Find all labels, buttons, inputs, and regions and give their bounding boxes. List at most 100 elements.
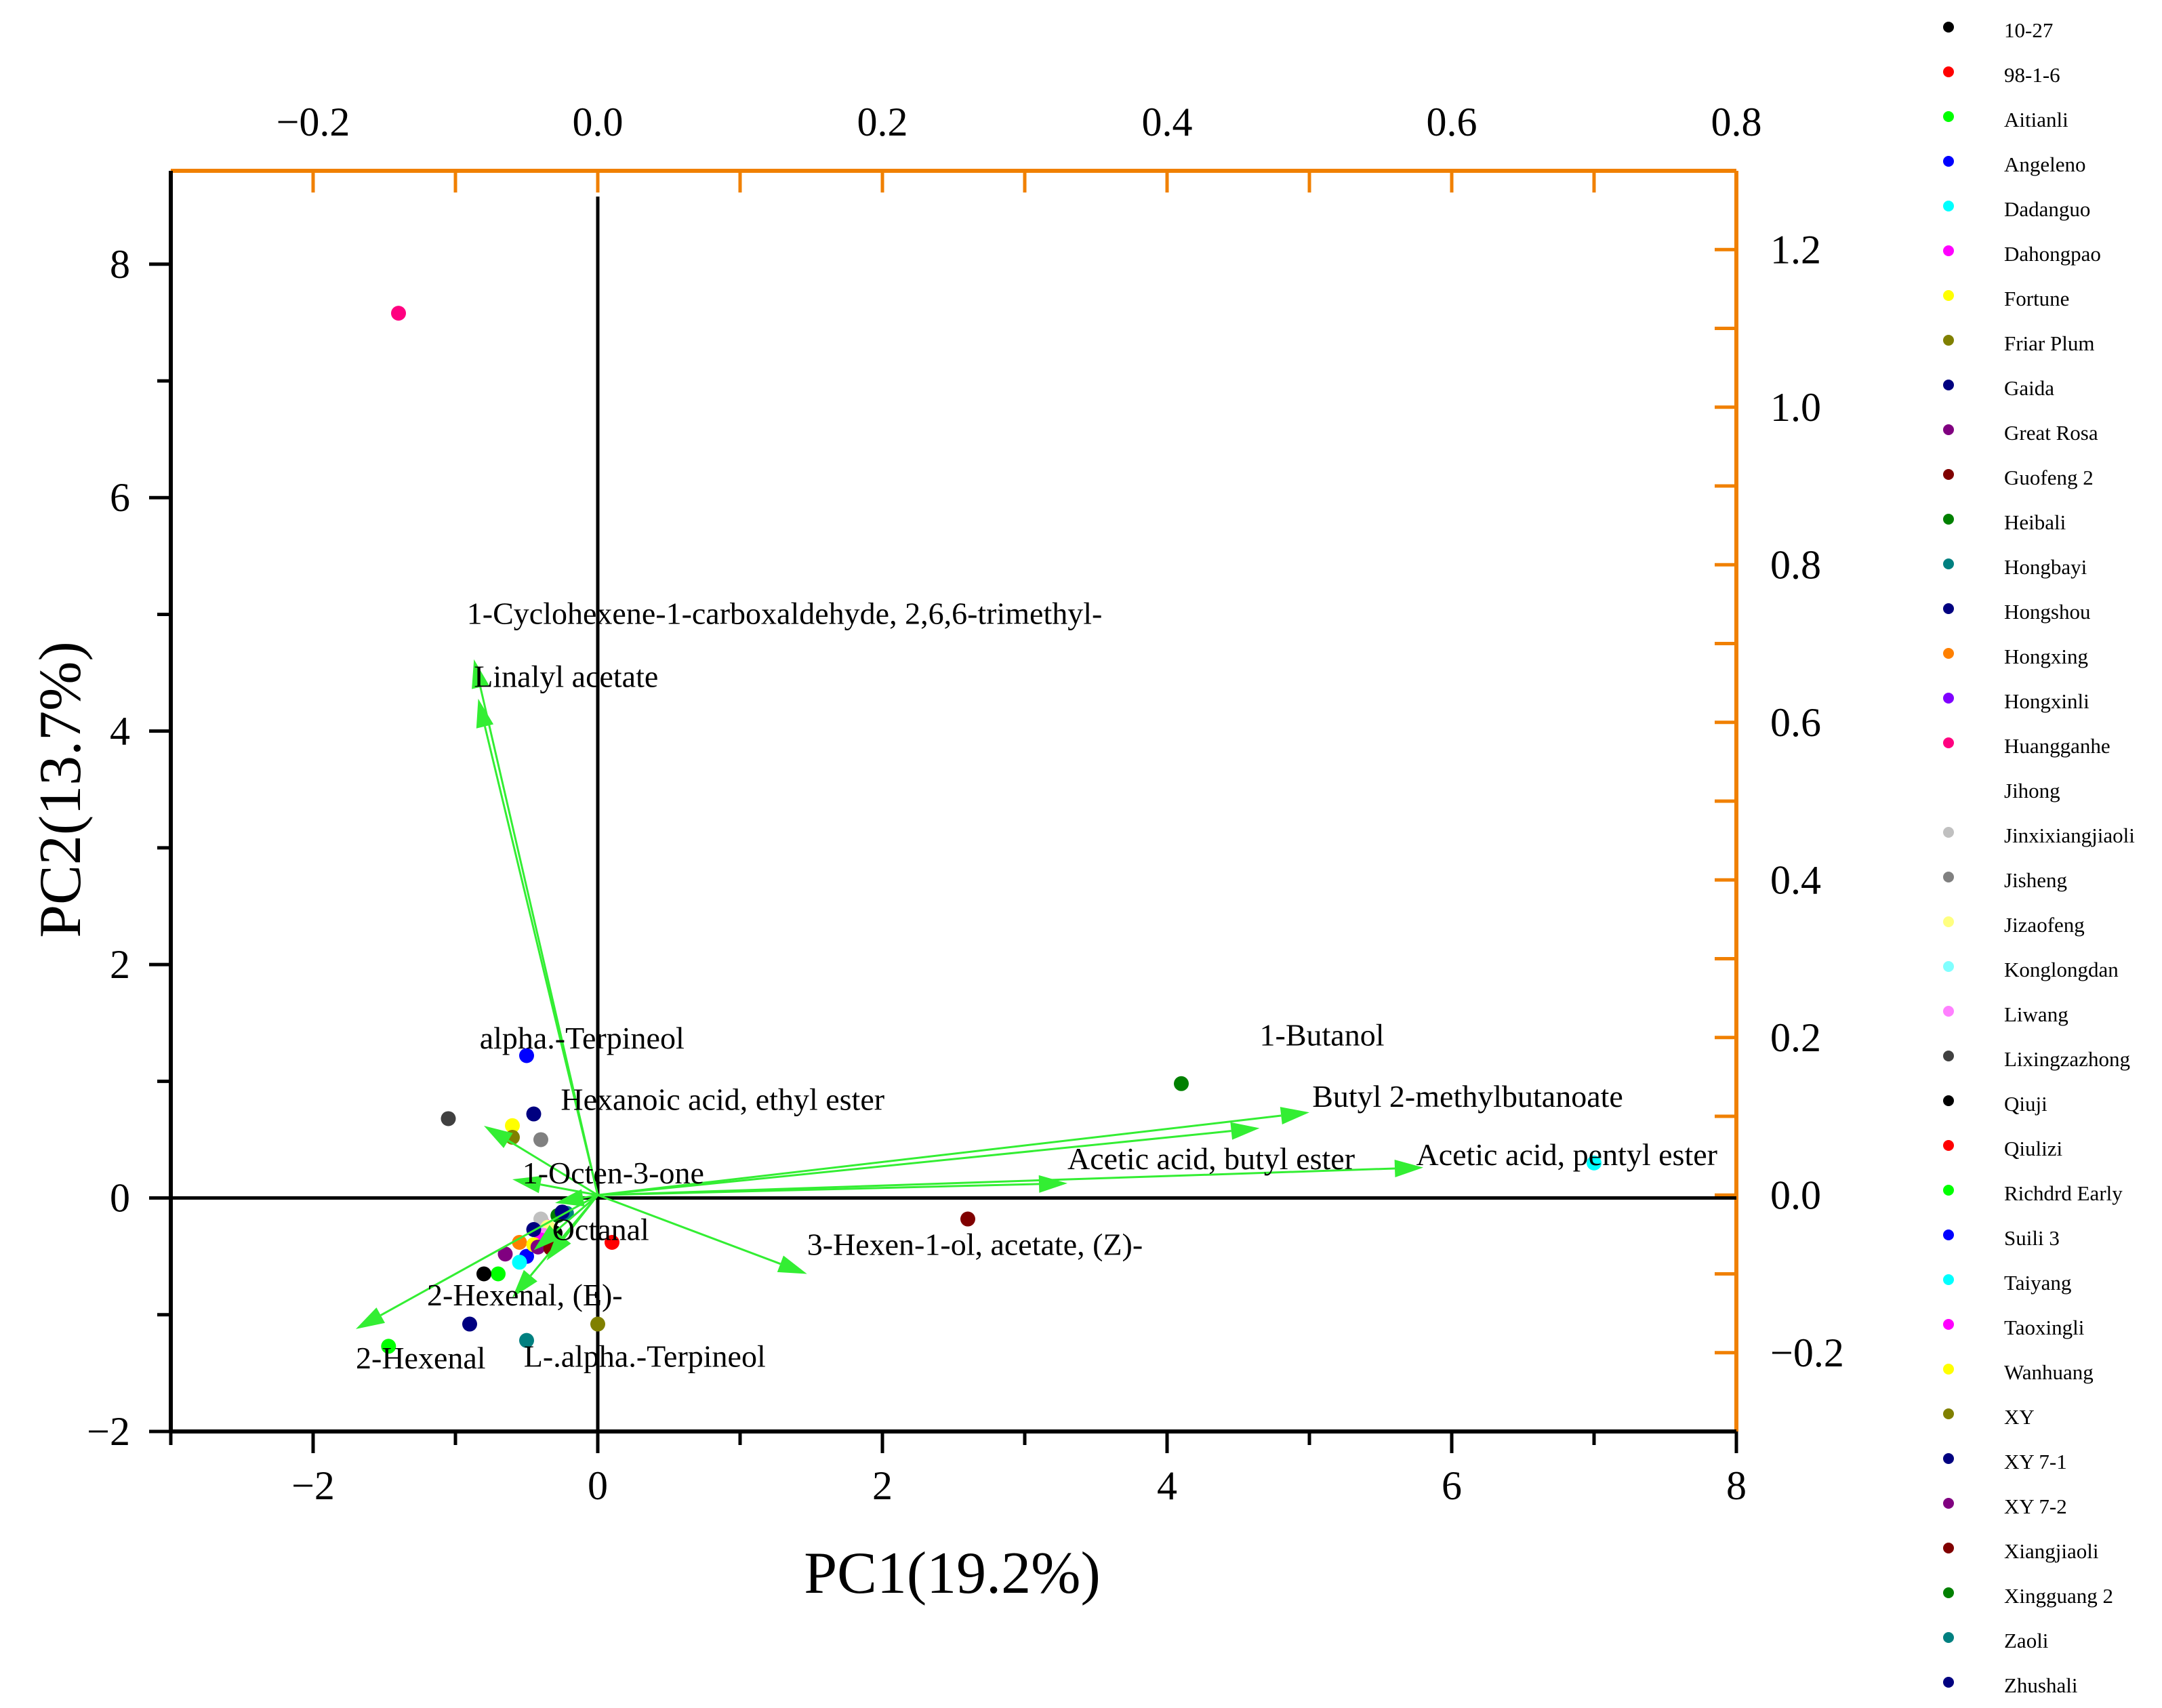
loading-label: 3-Hexen-1-ol, acetate, (Z)-: [807, 1227, 1143, 1262]
legend-label: Zaoli: [2004, 1629, 2049, 1652]
right-axis-tick-label: 0.4: [1770, 857, 1821, 902]
loading-label: 1-Butanol: [1260, 1017, 1385, 1052]
legend-marker: [1943, 1677, 1954, 1688]
loading-arrow-line: [597, 1130, 1231, 1196]
right-axis-tick-label: 1.2: [1770, 227, 1821, 272]
legend-label: Zhushali: [2004, 1673, 2078, 1697]
loading-label: Butyl 2-methylbutanoate: [1312, 1079, 1623, 1114]
loading-label: 1-Cyclohexene-1-carboxaldehyde, 2,6,6-tr…: [467, 596, 1103, 630]
score-point: [1587, 1155, 1602, 1171]
loading-arrow-line: [563, 1194, 599, 1239]
legend-label: Angeleno: [2004, 152, 2086, 176]
loading-arrow-head: [472, 659, 489, 689]
legend: 10-27 98-1-6 Aitianli Angeleno Dadanguo Dahon…: [1943, 18, 2135, 1697]
loading-arrow-line: [380, 1194, 598, 1316]
legend-label: Aitianli: [2004, 108, 2068, 131]
loading-arrow-line: [483, 726, 599, 1196]
legend-label: Heibali: [2004, 510, 2066, 534]
legend-marker: [1943, 1140, 1954, 1151]
y-axis-tick-label: 6: [110, 475, 130, 520]
loading-label: Hexanoic acid, ethyl ester: [560, 1082, 884, 1117]
legend-marker: [1943, 1095, 1954, 1106]
legend-marker: [1943, 648, 1954, 659]
loading-arrow-head: [1280, 1107, 1309, 1124]
score-point: [381, 1339, 396, 1354]
score-point: [476, 1266, 491, 1282]
zero-lines: [171, 197, 1736, 1431]
legend-label: Dahongpao: [2004, 242, 2101, 266]
legend-marker: [1943, 424, 1954, 435]
legend-label: Jinxixiangjiaoli: [2004, 824, 2135, 847]
loading-label: L-.alpha.-Terpineol: [524, 1339, 766, 1374]
loading-arrow-head: [356, 1307, 386, 1329]
legend-label: Dadanguo: [2004, 197, 2090, 221]
score-point: [519, 1333, 534, 1348]
score-point: [526, 1106, 542, 1122]
y-axis-label: PC2(13.7%): [28, 641, 94, 938]
legend-label: Huangganhe: [2004, 734, 2110, 758]
legend-marker: [1943, 1587, 1954, 1598]
loading-arrow-line: [508, 1139, 598, 1196]
right-axis-tick-label: −0.2: [1770, 1330, 1844, 1375]
legend-label: 98-1-6: [2004, 63, 2060, 87]
top-axis-tick-label: 0.2: [857, 100, 908, 144]
loading-arrow-line: [597, 1167, 1395, 1196]
loading-arrow-head: [1230, 1122, 1260, 1140]
legend-marker: [1943, 1051, 1954, 1061]
score-point: [533, 1132, 548, 1147]
legend-marker: [1943, 1408, 1954, 1419]
score-point: [491, 1266, 506, 1282]
legend-label: Lixingzazhong: [2004, 1047, 2130, 1071]
legend-label: Wanhuang: [2004, 1360, 2094, 1384]
legend-label: Fortune: [2004, 287, 2069, 310]
legend-label: Great Rosa: [2004, 421, 2098, 445]
legend-label: Jihong: [2004, 779, 2060, 802]
x-axis-tick-label: 2: [872, 1463, 893, 1508]
loading-arrow-line: [554, 1194, 598, 1233]
right-axis-tick-label: 0.8: [1770, 542, 1821, 587]
x-axis-tick-label: −2: [291, 1463, 335, 1508]
legend-label: Hongxing: [2004, 645, 2088, 668]
legend-marker: [1943, 111, 1954, 122]
loading-arrow-line: [540, 1183, 598, 1196]
legend-label: Friar Plum: [2004, 331, 2094, 355]
legend-marker: [1943, 1498, 1954, 1509]
score-point: [590, 1316, 605, 1332]
loading-arrow-head: [512, 1175, 542, 1194]
legend-marker: [1943, 603, 1954, 614]
legend-marker: [1943, 693, 1954, 704]
score-point: [391, 306, 406, 321]
legend-marker: [1943, 782, 1954, 793]
score-point: [519, 1048, 534, 1063]
score-point: [512, 1235, 527, 1250]
legend-label: Liwang: [2004, 1002, 2068, 1026]
x-axis-label: PC1(19.2%): [804, 1541, 1101, 1606]
legend-marker: [1943, 1319, 1954, 1330]
legend-marker: [1943, 22, 1954, 33]
legend-marker: [1943, 961, 1954, 972]
loading-arrow-line: [597, 1114, 1282, 1196]
score-point: [1174, 1076, 1189, 1091]
secondary-axes: −0.2 0.0 0.2 0.4 0.6 0.8 −0.2 0.0 0.2 0.4 0.6 0.8 1.…: [169, 100, 1844, 1434]
loading-label: Octanal: [552, 1213, 649, 1247]
loading-arrow-head: [777, 1255, 807, 1274]
legend-label: Xiangjiaoli: [2004, 1539, 2099, 1563]
y-axis-tick-label: 8: [110, 242, 130, 287]
right-axis-tick-label: 0.6: [1770, 700, 1821, 745]
legend-label: Qiuji: [2004, 1092, 2047, 1116]
legend-label: Jizaofeng: [2004, 913, 2085, 937]
legend-label: Richdrd Early: [2004, 1181, 2123, 1205]
score-point: [512, 1255, 527, 1270]
loading-arrow-head: [476, 698, 494, 729]
legend-marker: [1943, 737, 1954, 748]
loading-label: Acetic acid, pentyl ester: [1416, 1137, 1717, 1172]
primary-axes: −2 0 2 4 6 8 −2 0 2 4 6 8: [87, 171, 1747, 1508]
legend-marker: [1943, 1274, 1954, 1285]
loading-arrow-head: [533, 1225, 561, 1250]
legend-label: Jisheng: [2004, 868, 2067, 892]
loading-label: 2-Hexenal, (E)-: [427, 1278, 623, 1312]
legend-label: Hongshou: [2004, 600, 2090, 624]
score-point: [505, 1118, 520, 1133]
y-axis-tick-label: −2: [87, 1409, 130, 1454]
legend-marker: [1943, 1453, 1954, 1464]
